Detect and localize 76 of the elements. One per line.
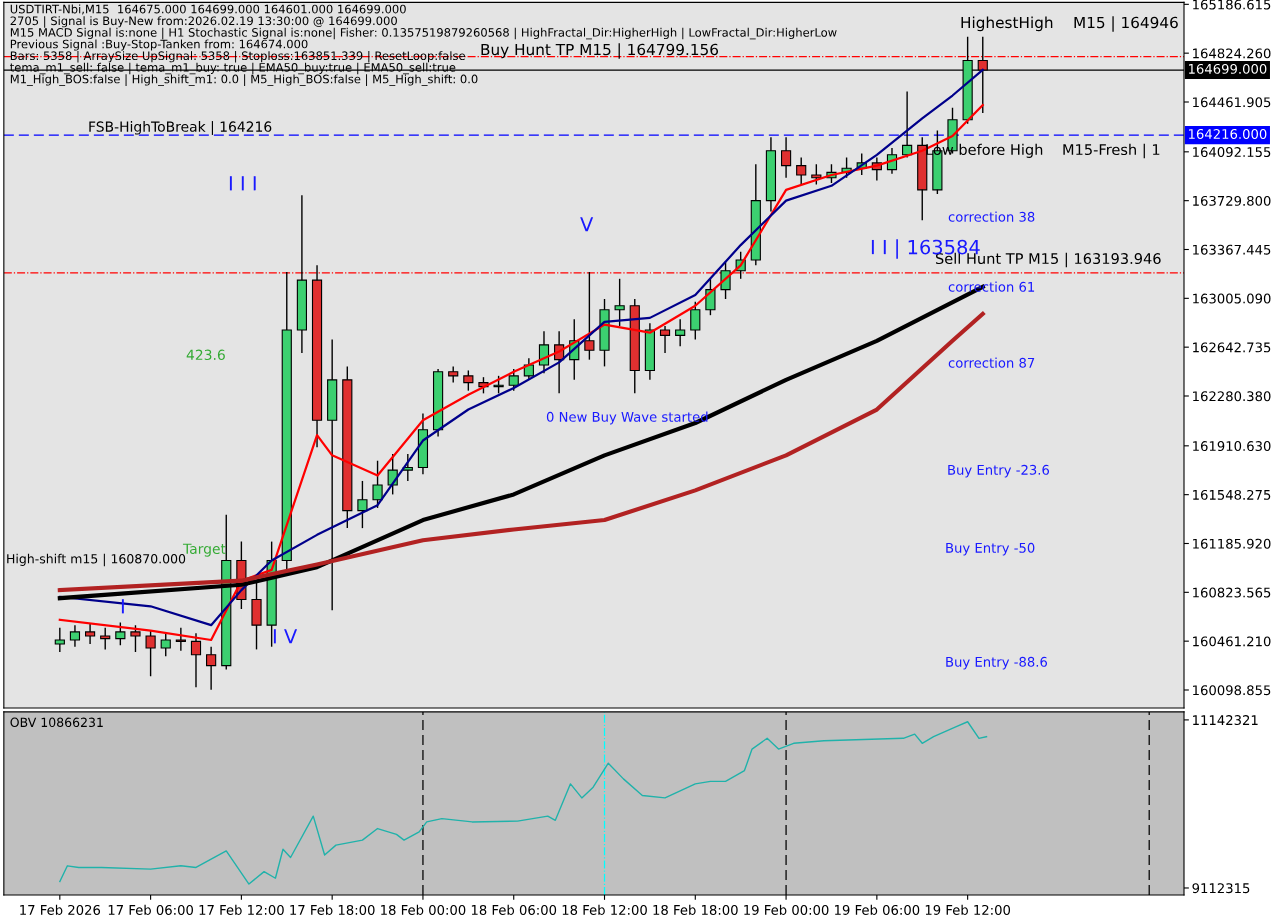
annotation: FSB-HighToBreak | 164216 [89,121,272,135]
annotation: Previous Signal :Buy-Stop-Tanken from: 164674.000 [10,39,308,51]
annotation: I [121,599,124,614]
annotation: I I I [229,176,256,191]
ref-line-label: 164699.000 [1188,63,1267,74]
x-tick-label: 17 Feb 18:00 [290,904,375,915]
candlestick [538,330,550,374]
candlestick [811,163,822,186]
candlestick [175,627,186,652]
candlestick [780,136,792,179]
candlestick [508,368,519,392]
candlestick [357,480,368,529]
x-tick-label: 19 Feb 06:00 [835,904,920,915]
candlestick [372,460,383,509]
y-tick-label: 164824.260 [1193,48,1271,59]
y-tick-label: 163367.445 [1193,244,1271,255]
chart-title: OBV 10866231 [10,717,103,728]
candlestick [584,271,595,361]
candlestick [796,156,807,186]
candlestick [160,631,171,657]
candlestick [100,627,111,651]
y-tick-label: 163005.090 [1193,293,1271,304]
candlestick [659,325,671,354]
y-tick-label: 160098.855 [1193,685,1271,696]
candlestick [145,629,156,678]
y-tick-label: 160461.210 [1193,636,1271,647]
x-tick-label: 18 Feb 12:00 [562,904,647,915]
x-tick-label: 18 Feb 18:00 [653,904,738,915]
annotation: correction 38 [948,211,1035,222]
x-tick-label: 17 Feb 2026 [20,904,101,915]
y-tick-label: 161185.920 [1193,538,1271,549]
y-tick-label: 162642.735 [1193,342,1271,353]
candlestick [130,624,141,653]
annotation: High-shift m15 | 160870.000 [7,553,186,567]
candlestick [206,646,217,691]
annotation: Buy Entry -50 [946,542,1035,556]
candlestick [84,623,96,645]
candlestick [690,301,701,341]
annotation: Buy Hunt TP M15 | 164799.156 [481,43,719,59]
annotation: 0 New Buy Wave started [546,411,708,425]
annotation: USDTIRT-Nbi,M15 164675.000 164699.000 164601.000 164699.000 [10,4,406,15]
y-tick-label: 9112315 [1192,883,1250,894]
ref-line-label: 164216.000 [1188,128,1267,139]
x-tick-label: 19 Feb 12:00 [925,904,1011,915]
y-tick-label: 161548.275 [1193,489,1271,500]
annotation: V [580,217,594,232]
annotation: 423.6 [186,349,225,361]
annotation: Buy Entry -88.6 [946,656,1048,670]
y-tick-label: 161910.630 [1193,441,1271,452]
y-tick-label: 165186.615 [1193,0,1271,10]
candlestick [402,453,413,482]
y-tick-label: 11142321 [1193,715,1258,726]
y-tick-label: 163729.800 [1193,195,1271,206]
candlestick [115,621,126,647]
y-tick-label: 160823.565 [1193,587,1271,598]
annotation: I V [273,629,298,644]
annotation: Buy Entry -23.6 [948,464,1050,478]
x-tick-label: 18 Feb 06:00 [471,904,557,915]
candlestick [54,627,65,653]
annotation: M15 MACD Signal is:none | H1 Stochastic Signal is:none| Fisher: 0.1357519879260568 | HighFractal_Dir:HigherHigh | LowFractal_Dir:HigherLow [10,27,837,40]
y-tick-label: 164092.155 [1193,147,1271,158]
x-tick-label: 19 Feb 00:00 [744,904,829,915]
candlestick [675,318,686,347]
x-tick-label: 17 Feb 06:00 [108,904,194,915]
annotation: correction 87 [948,357,1035,368]
annotation: HighestHigh M15 | 164946 [961,16,1178,32]
x-tick-label: 17 Feb 12:00 [199,904,284,915]
y-tick-label: 162280.380 [1193,391,1271,402]
y-tick-label: 164461.905 [1193,97,1271,108]
candlestick [614,278,625,327]
candlestick [463,369,474,392]
x-tick-label: 18 Feb 00:00 [381,904,466,915]
annotation: M1_High_BOS:false | High_shift_m1: 0.0 | M5_High_BOS:false | M5_High_shift: 0.0 [10,74,478,86]
annotation: 2705 | Signal is Buy-New from:2026.02.19 13:30:00 @ 164699.000 [10,16,397,28]
candlestick [69,624,81,648]
candlestick [190,632,202,688]
